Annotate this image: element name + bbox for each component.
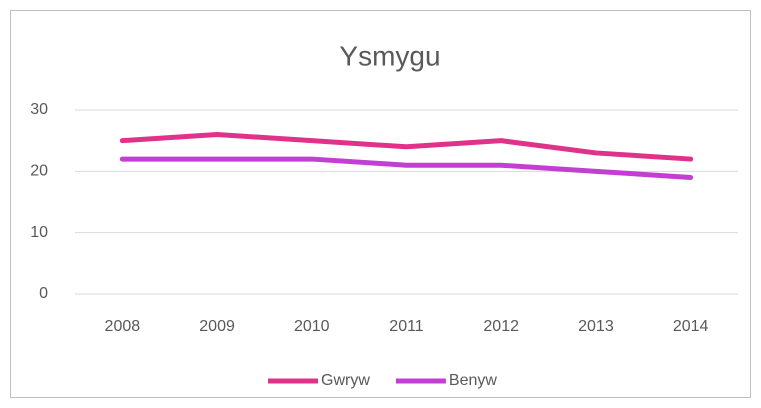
x-tick-label: 2010 — [294, 318, 330, 335]
chart-frame — [10, 10, 751, 398]
x-tick-label: 2009 — [199, 318, 235, 335]
x-tick-label: 2008 — [105, 318, 141, 335]
legend-label: Benyw — [449, 372, 497, 389]
y-tick-label: 0 — [39, 285, 48, 302]
y-tick-label: 10 — [30, 224, 48, 241]
x-tick-label: 2014 — [673, 318, 709, 335]
line-series — [119, 132, 694, 162]
y-tick-label: 30 — [30, 101, 48, 118]
x-tick-label: 2011 — [389, 318, 424, 335]
chart-title: Ysmygu — [339, 40, 440, 71]
line-series — [119, 156, 694, 180]
y-tick-label: 20 — [30, 163, 48, 180]
x-tick-label: 2012 — [483, 318, 519, 335]
x-tick-label: 2013 — [578, 318, 614, 335]
legend-label: Gwryw — [321, 372, 370, 389]
